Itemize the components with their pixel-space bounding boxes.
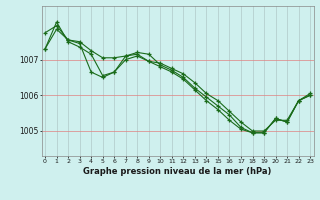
X-axis label: Graphe pression niveau de la mer (hPa): Graphe pression niveau de la mer (hPa) (84, 167, 272, 176)
